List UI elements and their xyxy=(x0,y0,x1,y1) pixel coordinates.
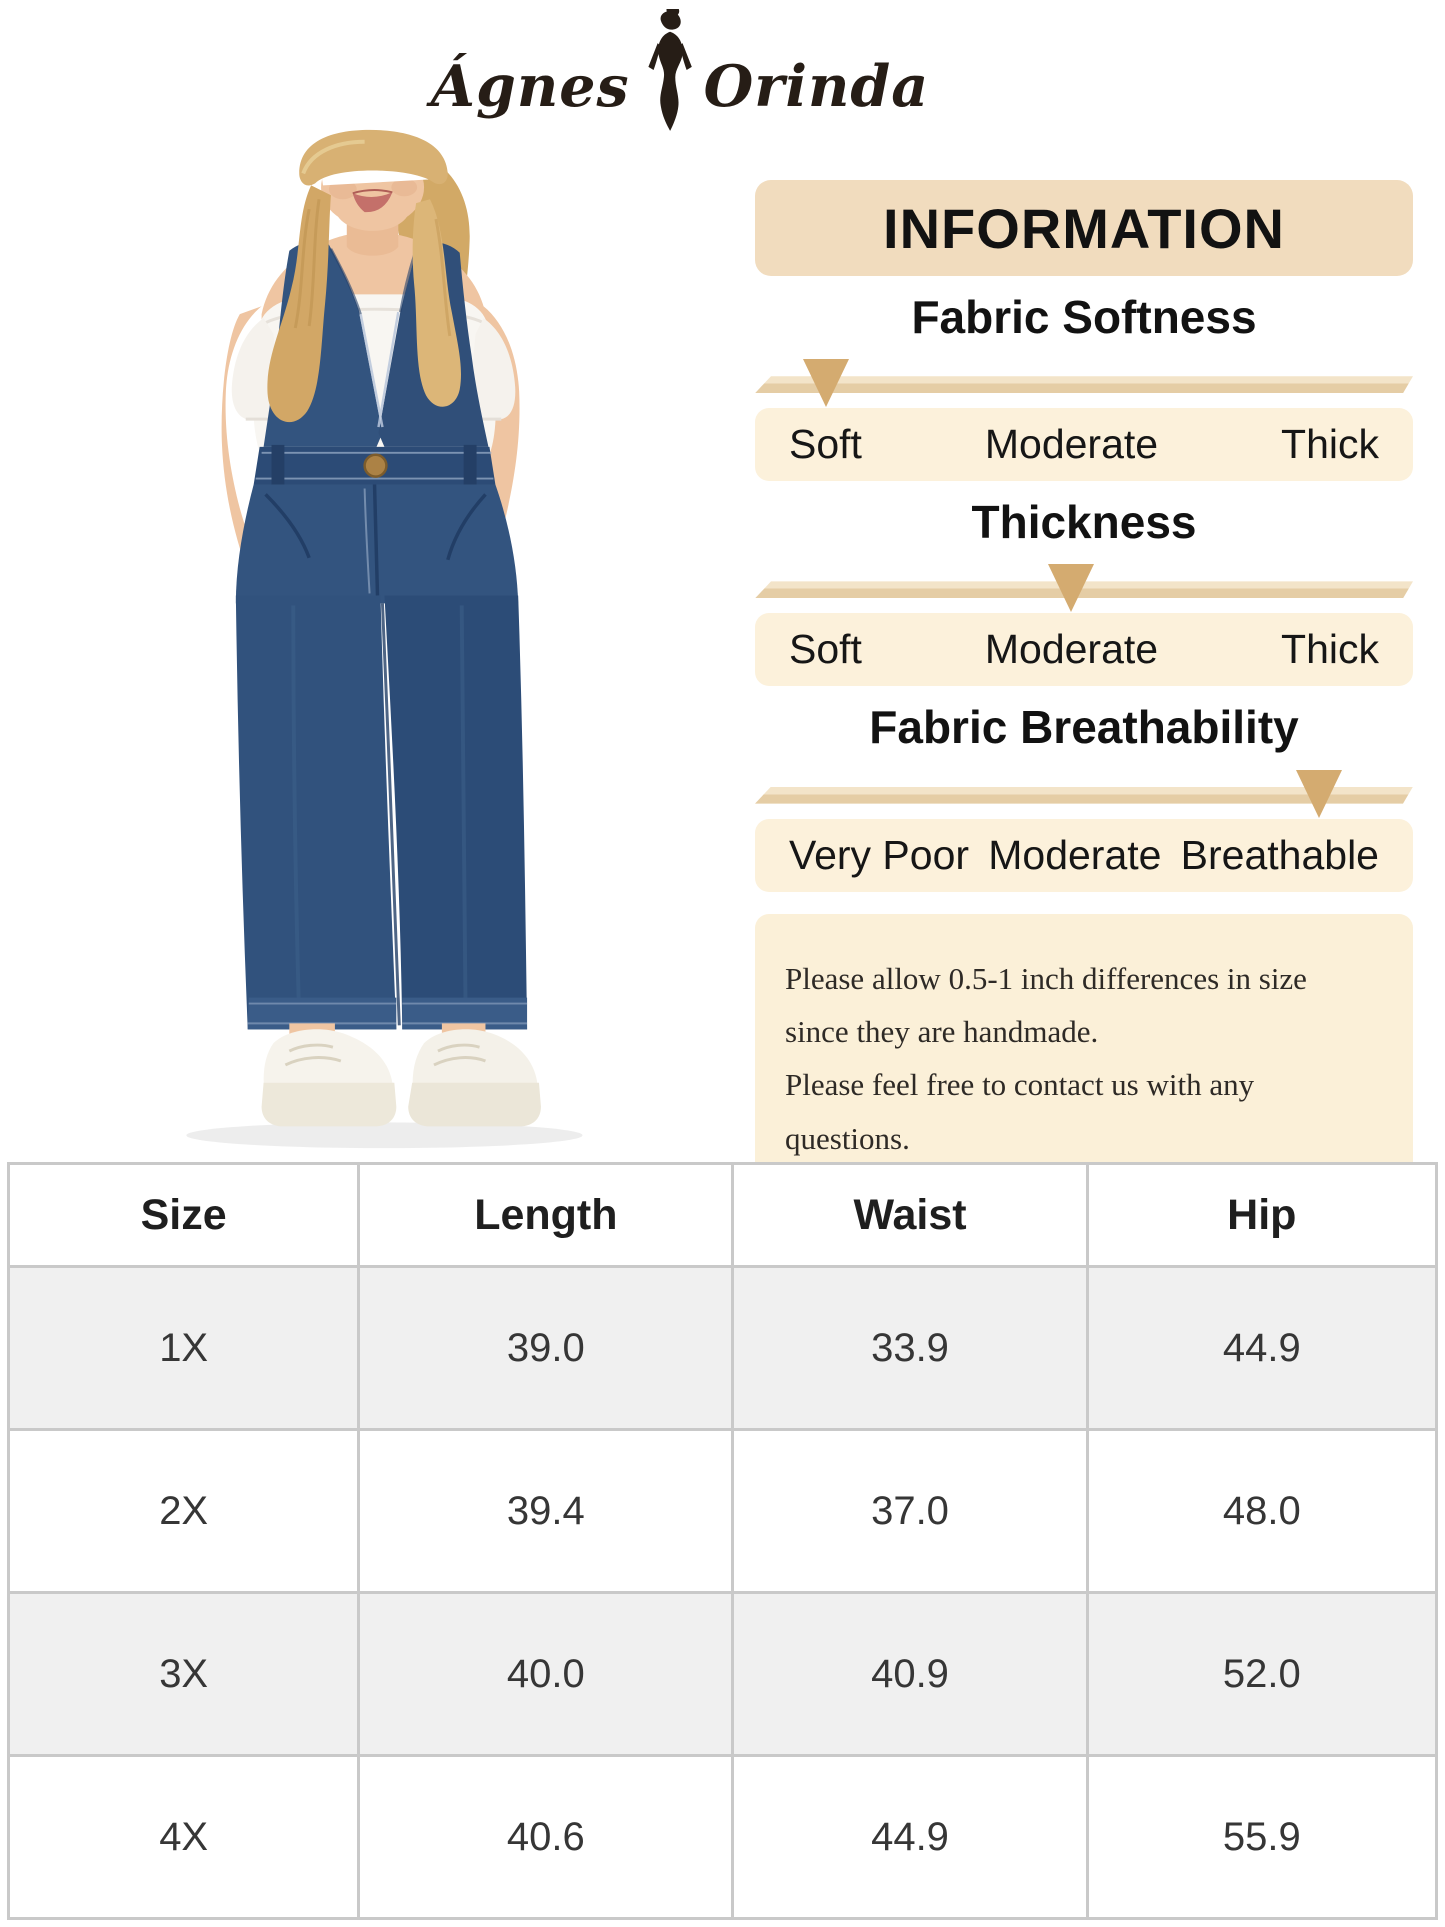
table-cell: 2X xyxy=(10,1431,358,1591)
section-heading-fabric-breathability: Fabric Breathability xyxy=(869,701,1299,754)
table-cell: 3X xyxy=(10,1594,358,1754)
product-photo xyxy=(115,125,640,1160)
thickness-labels: Soft Moderate Thick xyxy=(755,613,1413,687)
section-heading-thickness: Thickness xyxy=(971,496,1197,549)
scale-label: Breathable xyxy=(1180,831,1379,878)
scale-label: Soft xyxy=(789,421,862,468)
model-wearing-denim-overalls xyxy=(186,129,583,1149)
table-cell: 40.0 xyxy=(360,1594,732,1754)
information-panel: INFORMATION Fabric Softness Soft Moderat… xyxy=(755,180,1413,1195)
scale-label: Thick xyxy=(1281,626,1379,673)
note-line: Please feel free to contact us with any … xyxy=(785,1067,1255,1156)
table-cell: 33.9 xyxy=(734,1268,1086,1428)
table-cell: 44.9 xyxy=(1088,1268,1435,1428)
note-line: Please allow 0.5-1 inch differences in s… xyxy=(785,960,1307,996)
scale-marker-triangle-icon xyxy=(803,359,850,408)
scale-label: Moderate xyxy=(988,831,1162,878)
information-title: INFORMATION xyxy=(755,180,1413,276)
scale-label: Moderate xyxy=(984,421,1159,468)
table-cell: 37.0 xyxy=(734,1431,1086,1591)
table-cell: 39.4 xyxy=(360,1431,732,1591)
table-header-length: Length xyxy=(360,1165,732,1265)
table-cell: 55.9 xyxy=(1088,1757,1435,1917)
fabric-breathability-labels: Very Poor Moderate Breathable xyxy=(755,818,1413,892)
scale-label: Very Poor xyxy=(789,831,970,878)
table-cell: 40.9 xyxy=(734,1594,1086,1754)
scale-marker-triangle-icon xyxy=(1295,769,1342,818)
woman-silhouette-icon xyxy=(636,4,698,131)
table-header-size: Size xyxy=(10,1165,358,1265)
table-cell: 39.0 xyxy=(360,1268,732,1428)
size-table: Size Length Waist Hip 1X 39.0 33.9 44.9 … xyxy=(7,1162,1438,1920)
table-cell: 44.9 xyxy=(734,1757,1086,1917)
section-heading-fabric-softness: Fabric Softness xyxy=(911,291,1257,343)
table-cell: 1X xyxy=(10,1268,358,1428)
brand-name-left: Ágnes xyxy=(430,53,630,120)
fabric-softness-scale xyxy=(755,359,1413,408)
scale-label: Thick xyxy=(1281,421,1379,468)
table-cell: 52.0 xyxy=(1088,1594,1435,1754)
table-header-waist: Waist xyxy=(734,1165,1086,1265)
fabric-softness-labels: Soft Moderate Thick xyxy=(755,408,1413,482)
scale-bar xyxy=(755,787,1413,804)
scale-label: Soft xyxy=(789,626,862,673)
scale-bar xyxy=(755,376,1413,393)
note-line: since they are handmade. xyxy=(785,1013,1099,1049)
table-cell: 40.6 xyxy=(360,1757,732,1917)
table-cell: 4X xyxy=(10,1757,358,1917)
scale-marker-triangle-icon xyxy=(1047,564,1094,613)
scale-label: Moderate xyxy=(984,626,1159,673)
table-header-hip: Hip xyxy=(1088,1165,1435,1265)
fabric-breathability-scale xyxy=(755,769,1413,818)
table-cell: 48.0 xyxy=(1088,1431,1435,1591)
thickness-scale xyxy=(755,564,1413,613)
brand-name-right: Orinda xyxy=(703,53,930,120)
size-note-box: Please allow 0.5-1 inch differences in s… xyxy=(755,913,1413,1195)
brand-logo: Ágnes Orinda xyxy=(431,4,928,131)
